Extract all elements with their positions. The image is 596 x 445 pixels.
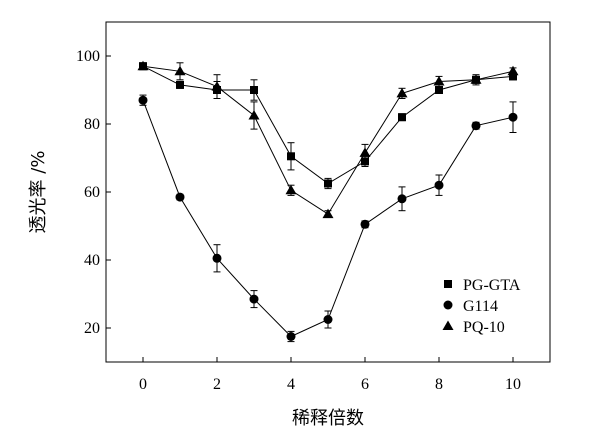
- series-line: [142, 100, 514, 338]
- y-axis-label: 透光率 /%: [28, 151, 49, 234]
- data-point: [287, 152, 295, 161]
- series-line: [142, 65, 514, 215]
- data-point: [138, 95, 148, 105]
- series-line: [142, 65, 514, 185]
- series-g114: [138, 94, 518, 343]
- data-point: [322, 208, 334, 219]
- data-point: [323, 315, 333, 324]
- y-tick-label: 80: [84, 116, 100, 133]
- data-point: [470, 74, 482, 84]
- data-point: [398, 113, 406, 122]
- data-point: [286, 332, 296, 341]
- legend-label: G114: [463, 298, 498, 315]
- legend-marker: [442, 320, 454, 330]
- x-tick-label: 8: [435, 376, 443, 393]
- data-point: [211, 81, 223, 91]
- series-pq-10: [137, 60, 519, 219]
- data-point: [285, 184, 297, 195]
- legend-marker: [444, 280, 452, 288]
- x-tick-label: 4: [287, 376, 295, 393]
- x-tick-label: 6: [361, 376, 369, 393]
- legend-label: PQ-10: [463, 319, 505, 336]
- data-point: [249, 294, 259, 304]
- x-tick-label: 2: [213, 376, 221, 393]
- series-layer: [137, 60, 519, 343]
- x-axis-label: 稀释倍数: [292, 408, 364, 429]
- series-pg-gta: [139, 62, 517, 190]
- y-tick-label: 40: [84, 252, 100, 269]
- legend: PG-GTA G114 PQ-10: [442, 277, 521, 336]
- y-tick-label: 60: [84, 184, 100, 201]
- data-point: [397, 194, 407, 204]
- data-point: [248, 110, 260, 120]
- legend-marker: [443, 300, 453, 310]
- data-point: [435, 86, 443, 94]
- data-point: [396, 87, 408, 98]
- data-point: [360, 219, 370, 229]
- data-point: [324, 179, 332, 188]
- data-point: [508, 112, 518, 122]
- data-point: [137, 60, 149, 71]
- data-point: [174, 65, 186, 76]
- data-point: [471, 121, 481, 131]
- data-point: [212, 253, 222, 263]
- y-tick-label: 100: [76, 48, 100, 65]
- x-tick-label: 10: [505, 376, 521, 393]
- legend-label: PG-GTA: [463, 277, 521, 294]
- y-tick-label: 20: [84, 320, 100, 337]
- data-point: [250, 86, 258, 94]
- data-point: [176, 80, 184, 89]
- x-tick-label: 0: [139, 376, 147, 393]
- data-point: [507, 65, 519, 76]
- y-axis: 20 40 60 80 100: [76, 48, 111, 337]
- data-point: [509, 72, 517, 81]
- x-axis: 0 2 4 6 8 10: [139, 357, 521, 393]
- data-point: [175, 192, 185, 202]
- data-point: [359, 147, 371, 157]
- data-point: [433, 76, 445, 86]
- data-point: [434, 180, 444, 190]
